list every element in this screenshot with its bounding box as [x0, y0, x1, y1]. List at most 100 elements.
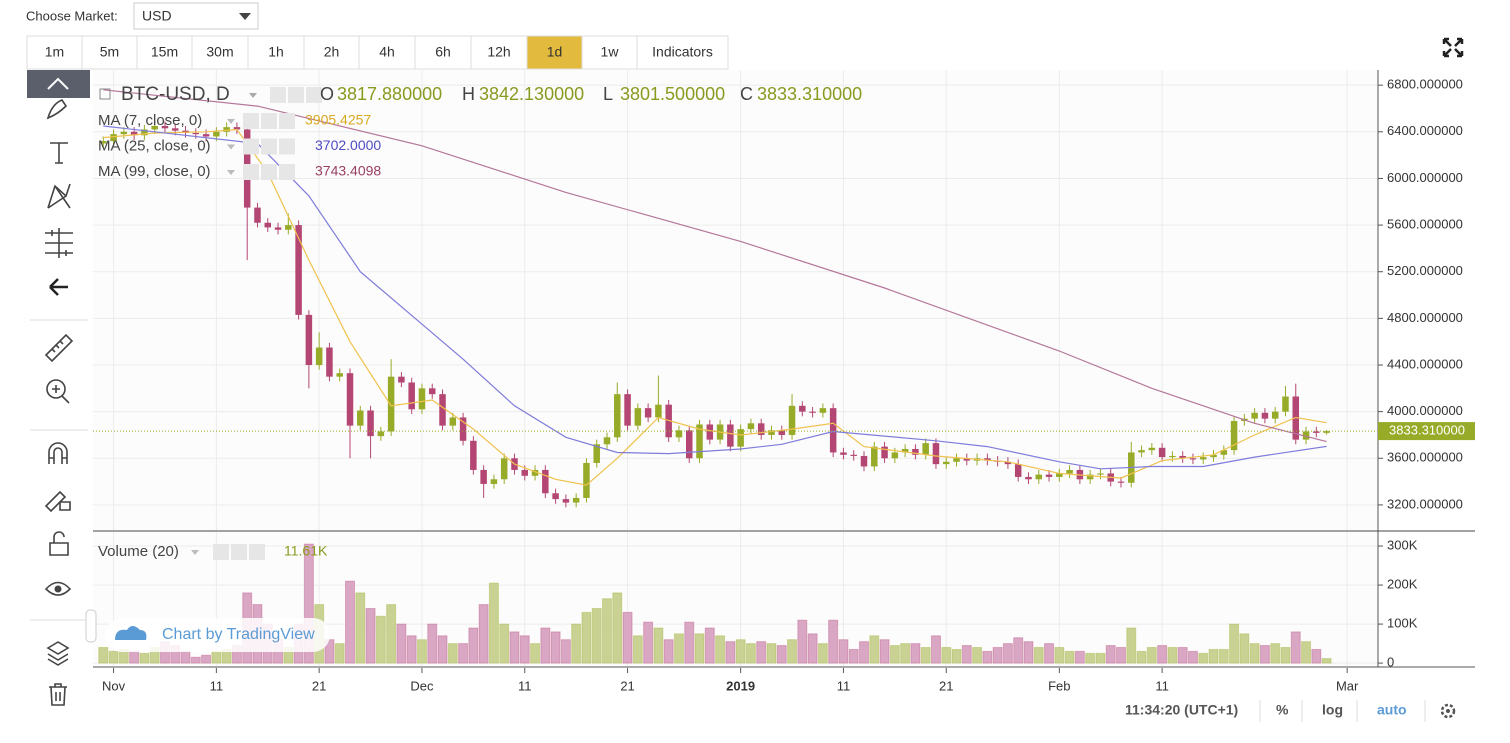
text-icon[interactable] — [50, 142, 68, 164]
interval-label: 15m — [151, 44, 178, 60]
volume-bar — [98, 646, 109, 664]
market-select[interactable] — [133, 2, 259, 30]
candle-body — [110, 134, 117, 142]
interval-button[interactable] — [26, 35, 83, 70]
interval-label: 4h — [379, 44, 395, 60]
volume-bar — [1023, 641, 1034, 664]
legend-icon[interactable] — [213, 544, 229, 560]
volume-bar — [643, 621, 654, 664]
zoom-icon[interactable] — [46, 379, 66, 399]
interval-button[interactable] — [358, 35, 416, 70]
volume-bar — [715, 635, 726, 664]
volume-bar — [982, 650, 993, 664]
back-icon[interactable] — [49, 278, 68, 296]
legend-icon[interactable] — [261, 113, 277, 129]
volume-bar — [756, 641, 767, 664]
legend-icon[interactable] — [288, 87, 304, 103]
volume-bar — [180, 650, 191, 664]
interval-button[interactable] — [81, 35, 138, 70]
legend-icon[interactable] — [270, 87, 286, 103]
volume-bar — [303, 543, 314, 664]
legend-icon[interactable] — [279, 113, 295, 129]
candle-body — [100, 141, 107, 144]
unlock-icon[interactable] — [49, 531, 69, 556]
candle-body — [912, 448, 919, 455]
legend-icon[interactable] — [261, 164, 277, 180]
volume-bar — [345, 580, 355, 664]
volume-bar — [1187, 650, 1198, 664]
interval-bar: 1m 5m 15m 30m 1h 2h 4h 6h 12h 1d 1w Indicators — [26, 35, 729, 70]
legend-icon[interactable] — [243, 138, 259, 155]
interval-button[interactable] — [414, 35, 472, 70]
fullscreen-icon[interactable] — [1442, 37, 1464, 58]
moving-average-line — [103, 125, 1327, 470]
symbol-label: BTC-USD, D — [121, 84, 230, 105]
candle-body — [1313, 431, 1320, 433]
auto-toggle[interactable]: auto — [1377, 702, 1407, 718]
candle-body — [901, 448, 909, 453]
volume-bar — [920, 646, 931, 664]
caret-up-icon — [47, 77, 69, 90]
candle-body — [1251, 412, 1258, 419]
interval-button[interactable] — [526, 35, 583, 70]
log-toggle[interactable]: log — [1322, 702, 1343, 718]
measure-icon[interactable] — [45, 228, 73, 258]
interval-button[interactable] — [470, 35, 528, 70]
magnet-icon[interactable] — [48, 442, 68, 464]
volume-bar — [704, 627, 715, 664]
percent-toggle[interactable]: % — [1276, 702, 1289, 718]
legend-icon[interactable] — [279, 138, 295, 155]
pattern-icon[interactable] — [47, 183, 71, 209]
legend-icon[interactable] — [279, 164, 295, 180]
legend-entry: MA (7, close, 0) — [98, 112, 202, 129]
ruler-icon[interactable] — [44, 333, 74, 363]
volume-bar — [745, 643, 756, 664]
volume-bar — [468, 627, 479, 664]
eye-icon[interactable] — [44, 581, 72, 596]
volume-bar — [427, 623, 438, 664]
interval-button[interactable] — [191, 35, 249, 70]
volume-bar — [396, 623, 407, 664]
watermark-bg — [105, 618, 330, 652]
legend-caret — [227, 119, 235, 124]
volume-bar — [437, 635, 448, 664]
legend-icon[interactable] — [243, 164, 259, 180]
volume-bar — [766, 643, 777, 664]
candle-body — [1179, 455, 1186, 459]
legend-icon[interactable] — [306, 87, 322, 103]
volume-bar — [1054, 646, 1065, 664]
candle-body — [171, 128, 179, 131]
legend-entry: MA (99, close, 0) — [98, 163, 211, 180]
ohlc-key: O — [320, 84, 334, 104]
legend-caret — [227, 144, 235, 150]
candle-body — [747, 423, 755, 430]
interval-button[interactable] — [581, 35, 638, 70]
moving-average-line — [103, 128, 1327, 486]
x-tick-label: Dec — [410, 678, 434, 693]
scroll-handle[interactable] — [85, 609, 97, 643]
volume-bar — [581, 611, 592, 664]
brush-icon[interactable] — [46, 99, 68, 120]
candle-body — [161, 125, 169, 129]
legend-icon[interactable] — [243, 113, 259, 129]
volume-bar — [1321, 658, 1332, 664]
candle-body — [336, 373, 343, 377]
volume-bar — [602, 598, 612, 664]
candle-body — [387, 376, 395, 432]
volume-bar — [951, 648, 962, 664]
legend-icon[interactable] — [249, 544, 265, 560]
ohlc-key: C — [740, 84, 753, 104]
settings-icon[interactable] — [1440, 703, 1456, 719]
lock-draw-icon[interactable] — [44, 490, 71, 513]
x-tick-label: 11 — [210, 678, 224, 693]
volume-bar — [848, 648, 859, 664]
volume-bar — [447, 643, 458, 664]
legend-icon[interactable] — [231, 544, 247, 560]
legend-icon[interactable] — [261, 138, 277, 155]
interval-button[interactable] — [636, 35, 729, 70]
layers-icon[interactable] — [46, 641, 70, 666]
trash-icon[interactable] — [49, 683, 67, 706]
volume-bar — [540, 627, 551, 664]
candle-body — [1302, 431, 1310, 440]
collapse-button[interactable] — [27, 70, 90, 98]
